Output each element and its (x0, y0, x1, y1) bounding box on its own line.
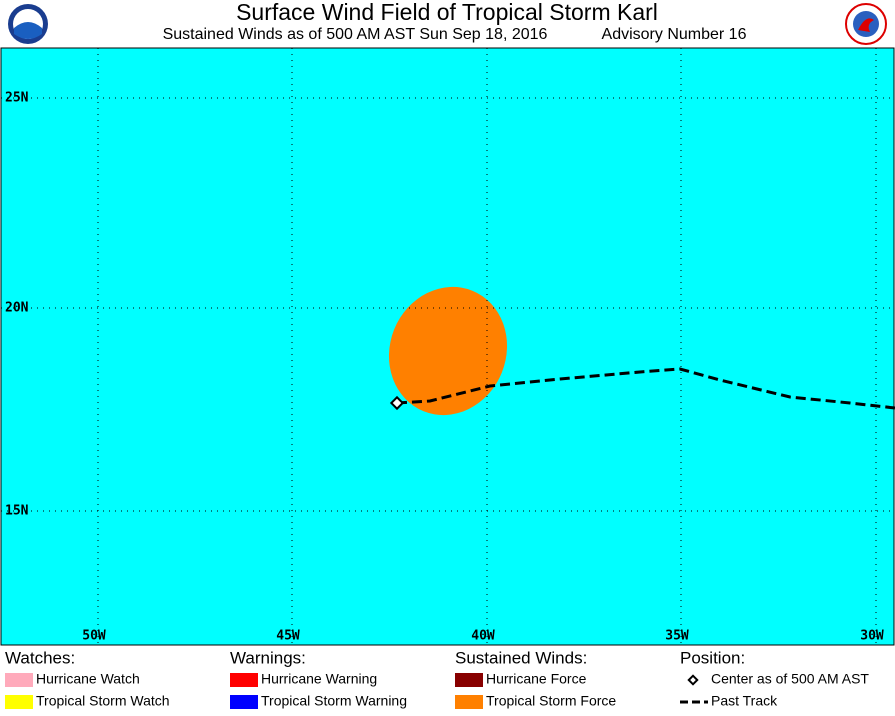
storm-center (389, 395, 405, 411)
legend-label: Hurricane Force (486, 671, 587, 687)
legend-heading: Watches: (5, 648, 75, 667)
legend-label: Past Track (711, 693, 778, 709)
longitude-label: 30W (860, 629, 884, 644)
map: 25N 20N 15N 50W 45W 40W 35W 30W (0, 47, 895, 646)
longitude-label: 45W (276, 629, 300, 644)
legend-swatch (230, 695, 258, 709)
legend-heading: Warnings: (230, 648, 306, 667)
legend-label: Tropical Storm Warning (261, 693, 407, 709)
noaa-logo (8, 4, 48, 44)
legend-label: Center as of 500 AM AST (711, 671, 869, 687)
legend-label: Tropical Storm Watch (36, 693, 170, 709)
nws-logo (845, 3, 887, 45)
longitude-label: 50W (82, 629, 106, 644)
legend-swatch (5, 673, 33, 687)
legend-heading: Sustained Winds: (455, 648, 587, 667)
legend-heading: Position: (680, 648, 745, 667)
legend-swatch (230, 673, 258, 687)
legend-diamond (687, 674, 699, 686)
longitude-label: 40W (471, 629, 495, 644)
legend-swatch (455, 695, 483, 709)
legend-label: Hurricane Watch (36, 671, 140, 687)
tropical-storm-force-wind-field (388, 286, 508, 416)
past-track (396, 367, 895, 410)
title: Surface Wind Field of Tropical Storm Kar… (236, 0, 658, 25)
legend-swatch (455, 673, 483, 687)
longitude-label: 35W (665, 629, 689, 644)
latitude-label: 25N (5, 91, 29, 106)
legend-label: Hurricane Warning (261, 671, 377, 687)
latitude-label: 15N (5, 504, 29, 519)
advisory: Advisory Number 16 (602, 26, 747, 43)
subtitle: Sustained Winds as of 500 AM AST Sun Sep… (163, 26, 548, 43)
latitude-label: 20N (5, 301, 29, 316)
legend-swatch (5, 695, 33, 709)
legend-label: Tropical Storm Force (486, 693, 616, 709)
